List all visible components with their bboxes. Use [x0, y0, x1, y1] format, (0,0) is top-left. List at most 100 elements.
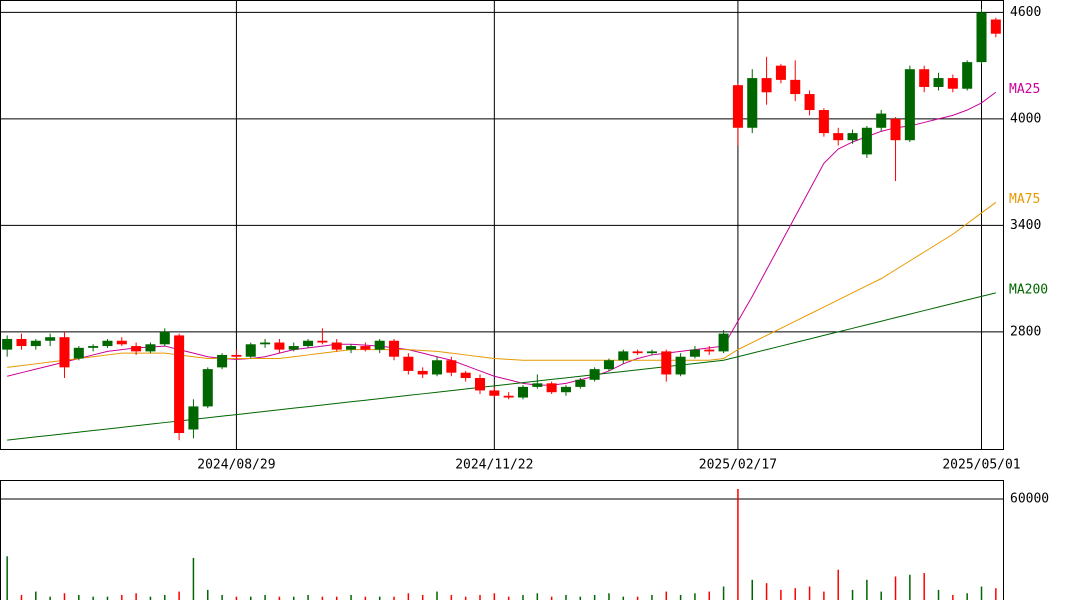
candle-body [847, 133, 858, 141]
volume-bar [765, 583, 768, 600]
legend-label: MA25 [1009, 82, 1040, 97]
volume-bar [407, 593, 410, 600]
volume-bar [364, 596, 367, 600]
volume-bar [135, 593, 137, 600]
legend-label: MA75 [1009, 192, 1040, 207]
volume-bar [823, 591, 825, 600]
x-tick-label: 2024/11/22 [455, 458, 533, 473]
candle-body [245, 344, 256, 357]
volume-bar [507, 596, 510, 600]
candle-body [775, 65, 786, 80]
candle-body [890, 118, 901, 141]
volume-bar [880, 591, 882, 600]
candle-body [231, 354, 242, 357]
volume-bar [665, 591, 668, 600]
candle-body [73, 347, 84, 359]
candle-body [818, 110, 829, 134]
volume-bar [393, 596, 395, 600]
candle-body [833, 133, 844, 141]
x-tick-label: 2025/02/17 [699, 458, 777, 473]
volume-bar [550, 596, 553, 600]
candle-body [919, 69, 930, 87]
volume-bar [708, 591, 711, 600]
candle-body [489, 390, 500, 396]
volume-bar [335, 596, 338, 600]
candle-body [904, 69, 915, 141]
volume-bar [608, 593, 610, 600]
candle-body [632, 351, 643, 354]
volume-bar [92, 596, 94, 600]
candle-body [59, 337, 70, 368]
candle-body [432, 360, 443, 375]
volume-bar [464, 596, 467, 600]
candle-body [861, 127, 872, 155]
volume-bar [436, 591, 438, 600]
volume-bar [651, 594, 653, 600]
candle-body [589, 369, 600, 380]
volume-bar [995, 588, 997, 600]
candle-body [675, 356, 686, 375]
candle-body [933, 78, 944, 87]
candle-body [145, 344, 156, 352]
volume-bar [192, 557, 195, 600]
volume-bar [579, 596, 582, 600]
volume-bar [164, 594, 166, 600]
ma-line [7, 292, 996, 441]
candle-body [346, 346, 357, 350]
volume-bar [307, 594, 309, 600]
y-tick-label: 60000 [1010, 492, 1049, 507]
volume-bar [63, 593, 66, 600]
volume-bar [565, 594, 567, 600]
candle-body [790, 79, 801, 95]
y-tick-label: 4600 [1010, 5, 1041, 20]
candle-body [503, 395, 514, 398]
candle-body [747, 78, 758, 128]
volume-bar [722, 586, 725, 600]
volume-bar [178, 591, 180, 600]
volume-bar [536, 593, 539, 600]
volume-bar [851, 589, 854, 600]
candle-body [45, 337, 56, 341]
candle-body [131, 346, 142, 352]
volume-bar [909, 574, 911, 600]
candle-body [732, 85, 743, 128]
volume-bar [378, 596, 381, 600]
candle-body [217, 354, 228, 368]
candle-body [947, 78, 958, 89]
volume-bar [421, 594, 424, 600]
volume-bar [966, 593, 968, 600]
candle-body [460, 372, 471, 379]
volume-bar [952, 594, 954, 600]
volume-bar [780, 589, 782, 600]
volume-bar [450, 594, 453, 600]
legend-label: MA200 [1009, 282, 1048, 297]
volume-bar [894, 576, 897, 600]
candle-body [303, 340, 314, 347]
candle-body [560, 386, 571, 393]
candle-body [331, 342, 342, 350]
volume-bar [751, 579, 753, 600]
candle-body [546, 383, 557, 393]
candle-body [976, 12, 987, 63]
candle-body [389, 340, 400, 357]
candle-body [260, 342, 271, 345]
volume-bar [292, 596, 295, 600]
candle-body [517, 386, 529, 398]
volume-bar [479, 594, 481, 600]
candle-body [30, 340, 41, 347]
candle-body [2, 338, 13, 350]
volume-bar [49, 596, 51, 600]
candle-body [804, 94, 815, 111]
candle-body [761, 78, 772, 93]
volume-bar [350, 594, 352, 600]
x-tick-label: 2025/05/01 [942, 458, 1020, 473]
candle-body [188, 406, 199, 430]
volume-bar [694, 593, 696, 600]
volume-bar [6, 556, 8, 600]
volume-bar [794, 588, 796, 600]
volume-bar [235, 596, 238, 600]
candle-body [116, 340, 127, 345]
candle-body [532, 383, 543, 387]
candle-body [704, 349, 715, 352]
